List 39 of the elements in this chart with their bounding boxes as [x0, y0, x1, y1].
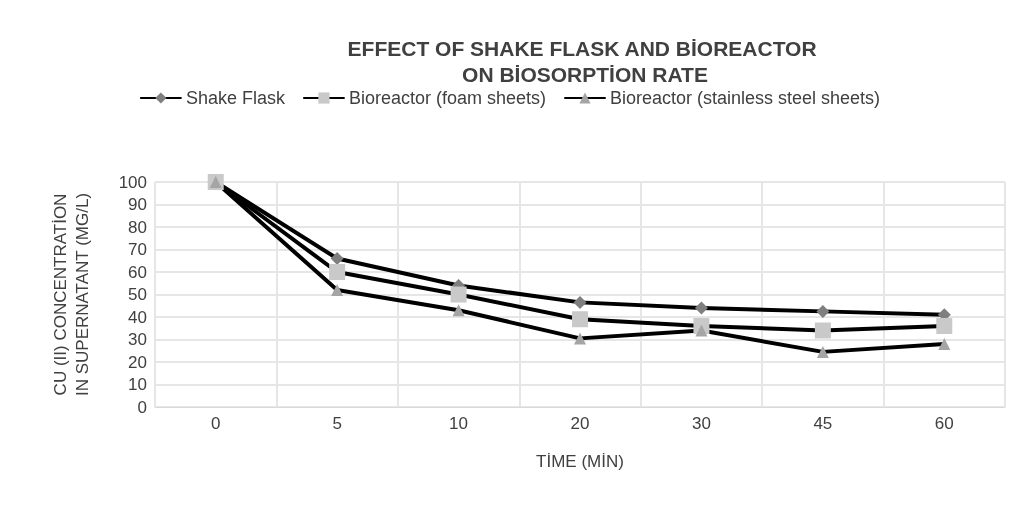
point [573, 295, 587, 309]
point [816, 345, 829, 358]
chart-title: EFFECT OF SHAKE FLASK AND BİOREACTOR ON BİOSORPTİON RATE [347, 36, 823, 86]
x-tick-label: 10 [449, 414, 469, 433]
x-tick-label: 0 [210, 414, 221, 433]
point [329, 264, 346, 280]
y-tick-label: 20 [128, 352, 147, 372]
y-tick-label: 90 [128, 195, 147, 214]
point [816, 304, 830, 318]
legend-label: Bioreactor (foam sheets) [348, 88, 546, 108]
point [572, 311, 588, 328]
x-tick-label: 30 [691, 414, 711, 433]
point [452, 304, 465, 317]
x-tick-label: 20 [570, 414, 590, 433]
x-axis-title: TİME (MİN) [536, 452, 624, 471]
y-tick-label: 30 [128, 330, 147, 349]
y-tick-label: 70 [128, 240, 147, 259]
point [695, 324, 708, 337]
point [936, 318, 953, 334]
point [331, 284, 344, 296]
y-axis-title: CU (II) CONCENTRATİON IN SUPERNATANT (MG/L) [50, 192, 92, 397]
point [938, 338, 951, 350]
y-tick-label: 80 [128, 217, 147, 237]
point [330, 252, 344, 265]
x-tick-label: 45 [813, 414, 833, 433]
x-tick-label: 60 [934, 414, 954, 433]
point [694, 301, 708, 315]
y-tick-label: 60 [128, 262, 147, 282]
y-tick-label: 10 [128, 375, 147, 394]
y-tick-label: 50 [128, 285, 147, 304]
x-tick-label: 5 [332, 414, 342, 433]
y-tick-label: 100 [118, 172, 147, 192]
legend-label: Shake Flask [185, 88, 286, 108]
legend-label: Bioreactor (stainless steel sheets) [610, 88, 881, 108]
y-tick-label: 40 [128, 307, 147, 327]
point [450, 286, 467, 303]
y-tick-label: 0 [137, 397, 147, 417]
point [574, 332, 586, 345]
point [814, 322, 831, 339]
